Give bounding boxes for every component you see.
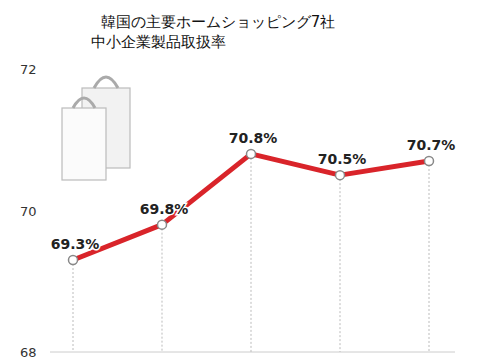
data-label: 69.3% — [51, 236, 100, 252]
drop-line — [73, 260, 74, 352]
marker — [247, 149, 256, 158]
marker — [336, 171, 345, 180]
drop-line — [340, 175, 341, 352]
y-tick-label: 72 — [20, 62, 37, 77]
data-label: 70.8% — [229, 130, 278, 146]
marker — [425, 156, 434, 165]
data-label: 69.8% — [140, 201, 189, 217]
bag-handle — [94, 77, 118, 88]
data-label: 70.5% — [318, 151, 367, 167]
drop-line — [162, 225, 163, 352]
bag-icon — [62, 77, 130, 180]
drop-line — [251, 154, 252, 352]
drop-line — [429, 161, 430, 352]
marker — [69, 256, 78, 265]
baseline — [50, 352, 455, 353]
data-label: 70.7% — [407, 137, 456, 153]
y-tick-label: 70 — [20, 204, 37, 219]
line — [73, 154, 429, 260]
title: 韓国の主要ホームショッピング7社 — [101, 13, 336, 31]
chart: 韓国の主要ホームショッピング7社中小企業製品取扱率 68 70 72 69.3% 69.8… — [0, 0, 485, 360]
marker — [158, 220, 167, 229]
subtitle: 中小企業製品取扱率 — [91, 33, 226, 51]
plot-area — [69, 149, 434, 352]
bag-front — [62, 108, 106, 180]
y-tick-label: 68 — [20, 345, 37, 360]
bag-handle — [73, 98, 95, 108]
